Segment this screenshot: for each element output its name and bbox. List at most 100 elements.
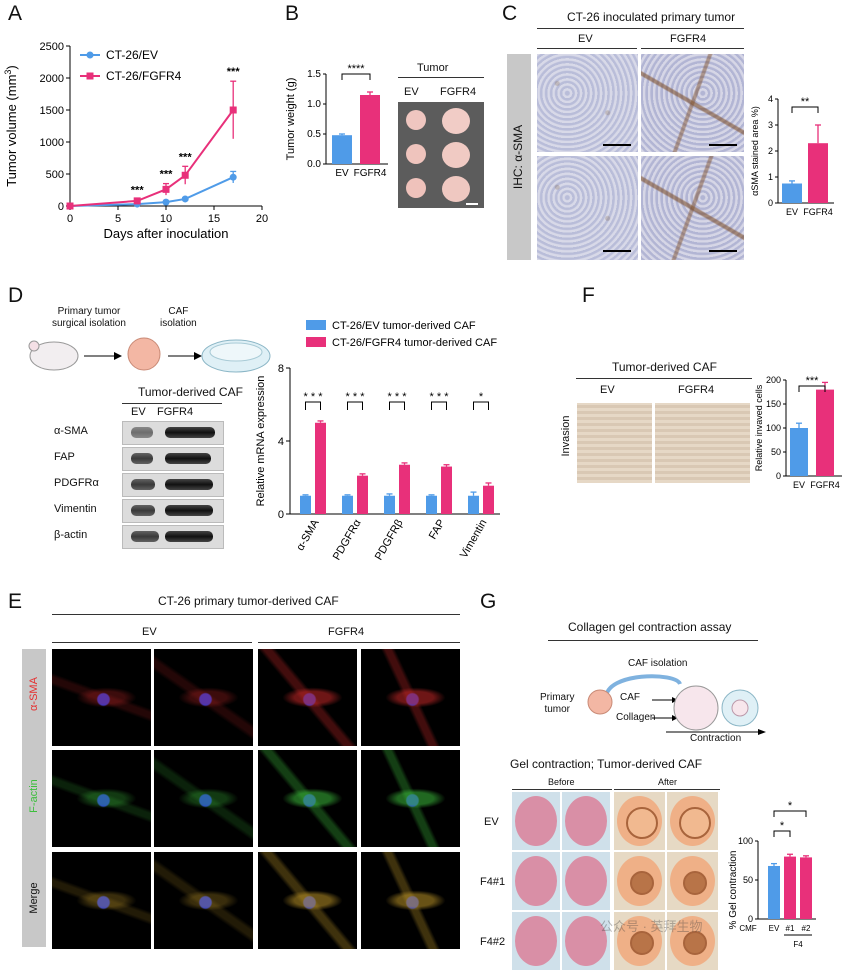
wb-band-fgfr4 — [165, 453, 211, 464]
bar-0 — [332, 135, 352, 164]
gel-well-tile — [512, 792, 560, 850]
gel-contracted — [629, 931, 654, 955]
legend-swatch-fgfr4 — [306, 337, 326, 347]
significance-bracket-label: * — [479, 391, 484, 403]
bar-0 — [790, 428, 808, 476]
legend-swatch-ev — [306, 320, 326, 330]
gel-well-tile — [614, 792, 665, 850]
bar-ev — [384, 495, 395, 514]
gel-well-tile — [562, 852, 610, 910]
significance-label: *** — [227, 66, 241, 78]
y-tick-label: 150 — [766, 399, 781, 409]
significance-bracket-1 — [773, 830, 791, 837]
wb-row-label: α-SMA — [54, 425, 88, 437]
wb-title: Tumor-derived CAF — [138, 385, 243, 399]
x-tick-label: FGFR4 — [803, 207, 833, 217]
caf-isolation-schema — [28, 337, 271, 373]
wb-band-ev — [131, 479, 155, 490]
schema-collagen: Collagen — [616, 712, 656, 723]
if-image — [154, 750, 253, 847]
data-point — [181, 195, 189, 203]
collagen-schema — [587, 674, 766, 735]
significance-bracket-label: * * * — [346, 391, 366, 403]
invasion-col-fgfr4: FGFR4 — [678, 384, 715, 396]
significance-label: *** — [160, 169, 174, 181]
data-point — [162, 185, 170, 193]
x-tick-label: #1 — [786, 924, 795, 933]
y-tick-label: 3 — [768, 120, 773, 130]
bar-fgfr4 — [357, 475, 368, 514]
sma-area-chart: 0 1 2 3 4 EV FGFR4 αSMA stained area %) ** — [750, 94, 834, 217]
gel-well-tile — [667, 852, 718, 910]
invasion-side-label: Invasion — [560, 415, 572, 457]
if-image — [258, 852, 357, 949]
gel-well — [515, 796, 557, 846]
gel-well — [617, 856, 662, 906]
if-col-rule-ev — [52, 642, 252, 643]
tumor-photo-title: Tumor — [417, 62, 449, 74]
y-tick-label: 0 — [278, 509, 284, 521]
x-tick-label-cmf: CMF — [739, 924, 756, 933]
panel-letter-g: G — [480, 590, 497, 613]
gel-contracted — [629, 871, 654, 895]
wb-blot-strip — [122, 473, 224, 497]
gel-contracted — [678, 807, 711, 839]
y-tick-label: 200 — [766, 375, 781, 385]
ihc-title-rule — [537, 28, 744, 29]
tumor-photo — [398, 102, 484, 208]
if-row-merge: Merge — [28, 882, 40, 914]
if-image — [361, 852, 460, 949]
gel-row-f42: F4#2 — [480, 936, 506, 948]
significance-label: *** — [179, 151, 193, 163]
significance-bracket — [798, 385, 826, 392]
y-tick-label: 50 — [743, 875, 753, 885]
ihc-col-rule-fgfr4 — [641, 48, 744, 49]
y-tick-label: 2000 — [40, 73, 64, 85]
y-axis-label: Relative invaved cells — [754, 384, 764, 471]
schema-primary-tumor-line1: Primary tumor — [57, 306, 121, 317]
if-image — [361, 750, 460, 847]
y-axis-label: Tumor volume (mm3) — [3, 65, 19, 187]
if-row-factin: F-actin — [28, 779, 40, 813]
panel-letter-f: F — [582, 284, 595, 307]
invasion-title-rule — [576, 378, 752, 379]
schema-contraction: Contraction — [690, 733, 742, 744]
invasion-chart: 0 50 100 150 200 EV FGFR4 Relative invaved cell… — [754, 375, 842, 490]
x-tick-label: EV — [786, 207, 798, 217]
legend-marker-fgfr4 — [86, 72, 94, 80]
if-image — [52, 649, 151, 746]
significance-bracket-label: * * * — [388, 391, 408, 403]
gel-after: After — [658, 777, 678, 787]
significance-bracket — [473, 401, 489, 410]
bar-ev — [300, 495, 311, 514]
if-col-ev: EV — [142, 626, 157, 638]
y-tick-label: 1500 — [40, 105, 64, 117]
gel-well — [515, 916, 557, 966]
x-tick-label: #2 — [802, 924, 811, 933]
tumor-photo-col-fgfr4: FGFR4 — [440, 86, 477, 98]
bar-0 — [782, 183, 802, 203]
significance-bracket-label: ** — [801, 96, 810, 108]
tumor-weight-chart: 0.0 0.5 1.0 1.5 EV FGFR4 Tumor weight (g) **** — [285, 63, 388, 179]
wb-band-ev — [131, 453, 153, 464]
ihc-image-ev-2 — [537, 156, 638, 260]
wb-band-fgfr4 — [165, 479, 213, 490]
y-tick-label: 0 — [776, 471, 781, 481]
significance-bracket-1-label: * — [780, 820, 785, 832]
data-point — [181, 171, 189, 179]
panel-letter-a: A — [8, 2, 23, 25]
if-col-rule-fgfr4 — [258, 642, 460, 643]
invasion-title: Tumor-derived CAF — [612, 360, 717, 374]
y-tick-label: 1.5 — [307, 69, 321, 80]
data-point — [229, 173, 237, 181]
ihc-side-label: IHC: α-SMA — [511, 124, 525, 190]
y-tick-label: 0.0 — [307, 159, 321, 170]
significance-bracket — [305, 401, 321, 410]
wb-band-fgfr4 — [165, 531, 213, 542]
significance-bracket-label: * * * — [430, 391, 450, 403]
legend-label-ev: CT-26/EV tumor-derived CAF — [332, 320, 476, 332]
wb-row-label: Vimentin — [54, 503, 97, 515]
gel-before: Before — [548, 777, 575, 787]
y-tick-label: 8 — [278, 363, 284, 375]
ihc-title: CT-26 inoculated primary tumor — [567, 10, 736, 24]
